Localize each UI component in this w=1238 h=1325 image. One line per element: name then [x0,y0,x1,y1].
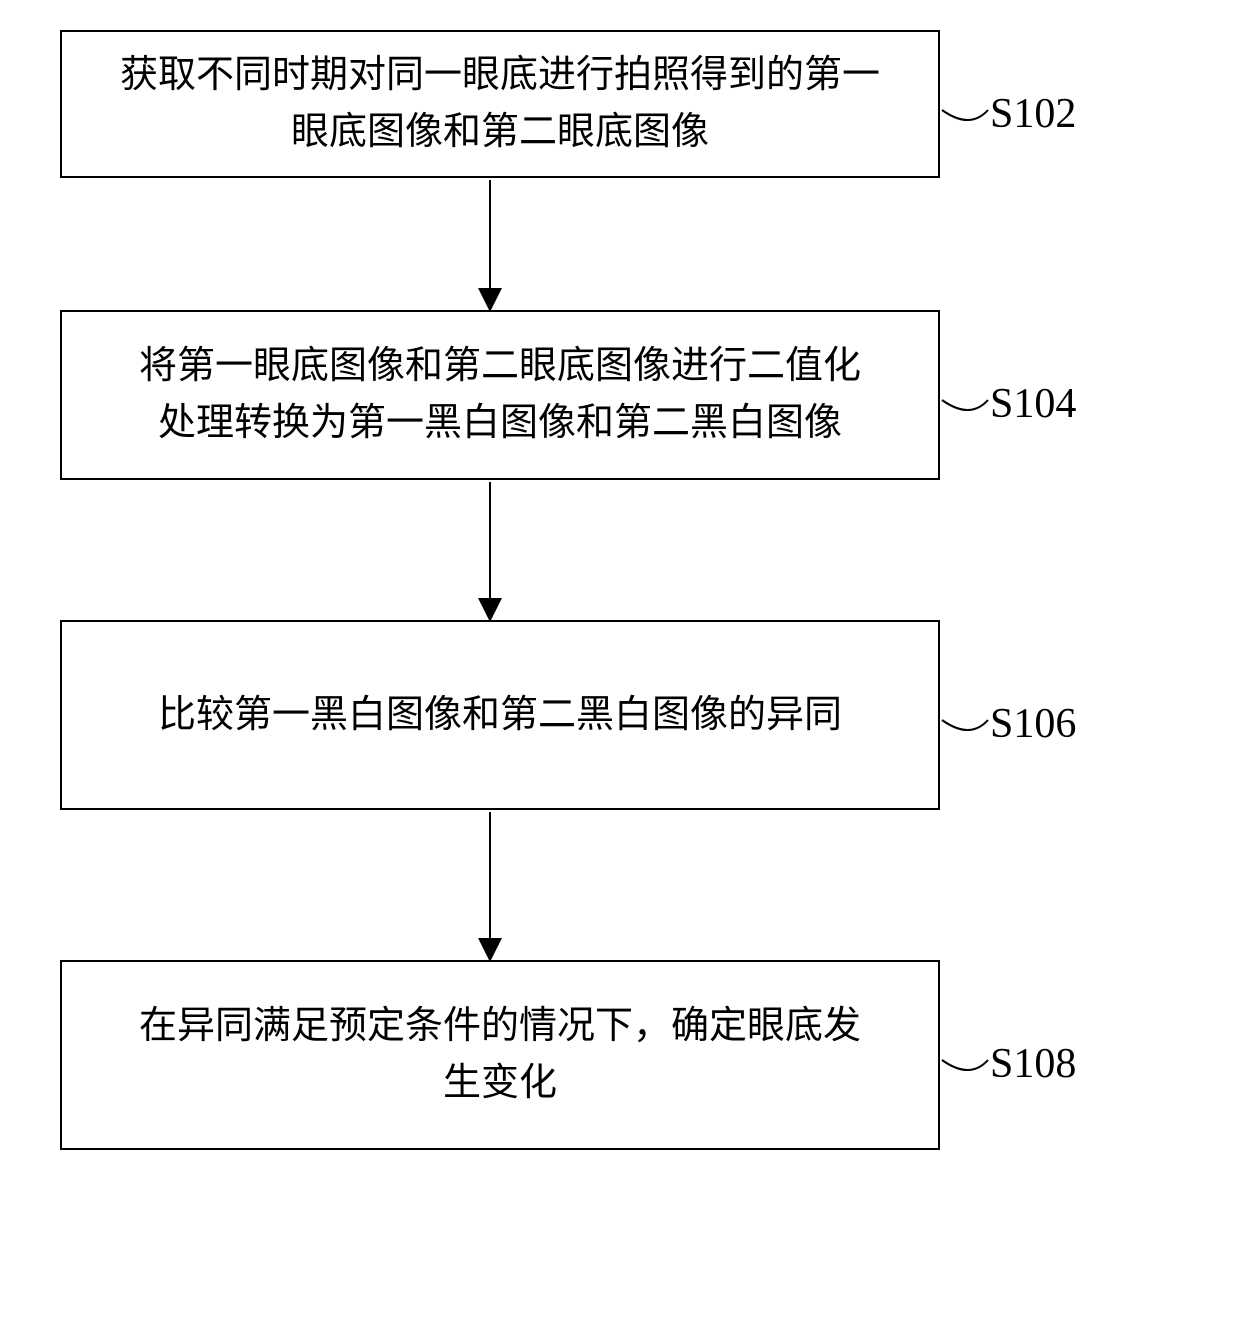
label-connector-3 [942,720,988,730]
box-text-s102: 获取不同时期对同一眼底进行拍照得到的第一 眼底图像和第二眼底图像 [120,47,880,161]
box-text-line1: 获取不同时期对同一眼底进行拍照得到的第一 [120,54,880,96]
label-connector-2 [942,400,988,410]
flowchart-box-s104: 将第一眼底图像和第二眼底图像进行二值化 处理转换为第一黑白图像和第二黑白图像 [60,310,940,480]
box-text-line2: 生变化 [443,1062,557,1104]
flowchart-box-s106: 比较第一黑白图像和第二黑白图像的异同 [60,620,940,810]
box-text-line1: 比较第一黑白图像和第二黑白图像的异同 [158,694,842,736]
flowchart-box-s102: 获取不同时期对同一眼底进行拍照得到的第一 眼底图像和第二眼底图像 [60,30,940,178]
box-text-line2: 眼底图像和第二眼底图像 [291,111,709,153]
step-label-s106: S106 [990,700,1076,748]
step-label-s108: S108 [990,1040,1076,1088]
step-label-s104: S104 [990,380,1076,428]
box-text-line1: 在异同满足预定条件的情况下，确定眼底发 [139,1005,861,1047]
box-text-line1: 将第一眼底图像和第二眼底图像进行二值化 [139,345,861,387]
box-text-line2: 处理转换为第一黑白图像和第二黑白图像 [158,402,842,444]
box-text-s106: 比较第一黑白图像和第二黑白图像的异同 [158,687,842,744]
flowchart-box-s108: 在异同满足预定条件的情况下，确定眼底发 生变化 [60,960,940,1150]
label-connector-1 [942,110,988,120]
box-text-s108: 在异同满足预定条件的情况下，确定眼底发 生变化 [139,998,861,1112]
step-label-s102: S102 [990,90,1076,138]
box-text-s104: 将第一眼底图像和第二眼底图像进行二值化 处理转换为第一黑白图像和第二黑白图像 [139,338,861,452]
label-connector-4 [942,1060,988,1070]
